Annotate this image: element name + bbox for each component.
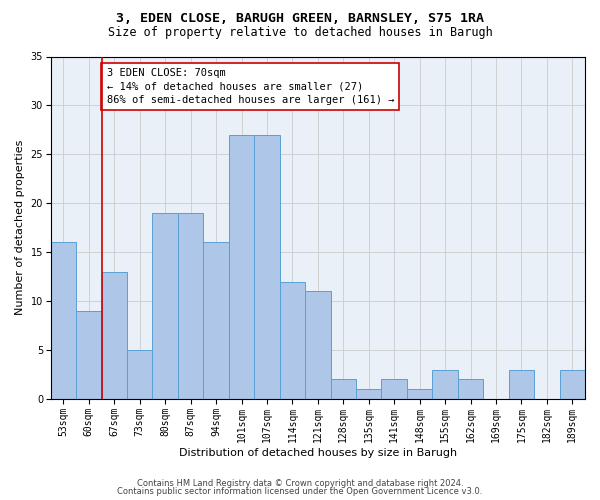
Bar [382, 380, 407, 399]
Bar [407, 390, 433, 399]
Text: Size of property relative to detached houses in Barugh: Size of property relative to detached ho… [107, 26, 493, 39]
Text: Contains HM Land Registry data © Crown copyright and database right 2024.: Contains HM Land Registry data © Crown c… [137, 478, 463, 488]
Bar [254, 135, 280, 399]
Bar [356, 390, 382, 399]
Bar [458, 380, 483, 399]
Bar [127, 350, 152, 399]
Bar [560, 370, 585, 399]
Bar [152, 213, 178, 399]
Bar [331, 380, 356, 399]
Bar [203, 242, 229, 399]
Text: 3, EDEN CLOSE, BARUGH GREEN, BARNSLEY, S75 1RA: 3, EDEN CLOSE, BARUGH GREEN, BARNSLEY, S… [116, 12, 484, 26]
Y-axis label: Number of detached properties: Number of detached properties [15, 140, 25, 316]
Bar [433, 370, 458, 399]
Bar [178, 213, 203, 399]
Bar [229, 135, 254, 399]
Bar [50, 242, 76, 399]
Text: 3 EDEN CLOSE: 70sqm
← 14% of detached houses are smaller (27)
86% of semi-detach: 3 EDEN CLOSE: 70sqm ← 14% of detached ho… [107, 68, 394, 104]
Bar [76, 311, 101, 399]
Bar [280, 282, 305, 399]
X-axis label: Distribution of detached houses by size in Barugh: Distribution of detached houses by size … [179, 448, 457, 458]
Text: Contains public sector information licensed under the Open Government Licence v3: Contains public sector information licen… [118, 487, 482, 496]
Bar [101, 272, 127, 399]
Bar [509, 370, 534, 399]
Bar [305, 292, 331, 399]
